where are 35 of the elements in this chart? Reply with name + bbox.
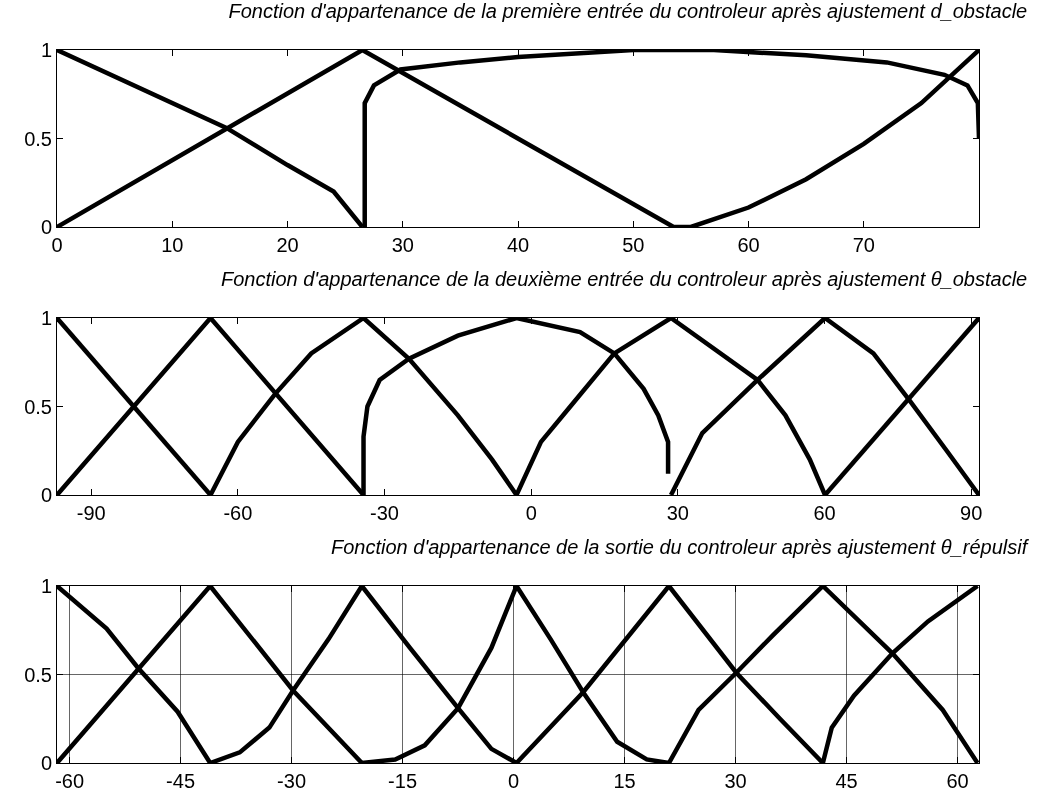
y-tick-label: 1 xyxy=(40,575,52,597)
x-tick-label: -30 xyxy=(370,502,399,524)
x-tick-label: -30 xyxy=(277,770,307,792)
y-tick-label: 1 xyxy=(40,39,52,61)
x-tick-label: 20 xyxy=(276,234,299,256)
x-tick-label: 0 xyxy=(525,502,537,524)
x-tick-label: -90 xyxy=(76,502,106,524)
x-tick-label: 30 xyxy=(666,502,689,524)
y-tick-label: 1 xyxy=(40,307,52,329)
y-tick-label: 0.5 xyxy=(24,395,52,418)
y-tick-label: 0 xyxy=(40,216,52,238)
y-tick-label: 0.5 xyxy=(24,663,52,686)
x-tick-label: 45 xyxy=(835,770,858,792)
x-tick-label: 60 xyxy=(946,770,969,792)
x-tick-label: 70 xyxy=(852,234,875,256)
chart-title: Fonction d'appartenance de la deuxième entrée du controleur après ajustement θ_obstacle xyxy=(220,268,1028,291)
x-tick-label: 30 xyxy=(724,770,747,792)
x-tick-label: -45 xyxy=(166,770,196,792)
x-tick-label: 50 xyxy=(622,234,645,256)
y-tick-label: 0.5 xyxy=(24,127,52,150)
y-tick-label: 0 xyxy=(40,484,52,506)
x-tick-label: 60 xyxy=(813,502,836,524)
x-tick-label: 90 xyxy=(960,502,983,524)
x-tick-label: 40 xyxy=(506,234,530,256)
y-tick-label: 0 xyxy=(40,752,52,774)
x-tick-label: 0 xyxy=(508,770,520,792)
x-tick-label: -15 xyxy=(388,770,418,792)
x-tick-label: 60 xyxy=(737,234,760,256)
x-tick-label: 15 xyxy=(613,770,636,792)
chart-title: Fonction d'appartenance de la sortie du controleur après ajustement θ_répulsif xyxy=(331,536,1030,559)
x-tick-label: 10 xyxy=(161,234,184,256)
x-tick-label: -60 xyxy=(55,770,85,792)
x-tick-label: 30 xyxy=(391,234,414,256)
chart-title: Fonction d'appartenance de la première entrée du controleur après ajustement d_obstacle xyxy=(228,0,1028,23)
x-tick-label: -60 xyxy=(223,502,253,524)
